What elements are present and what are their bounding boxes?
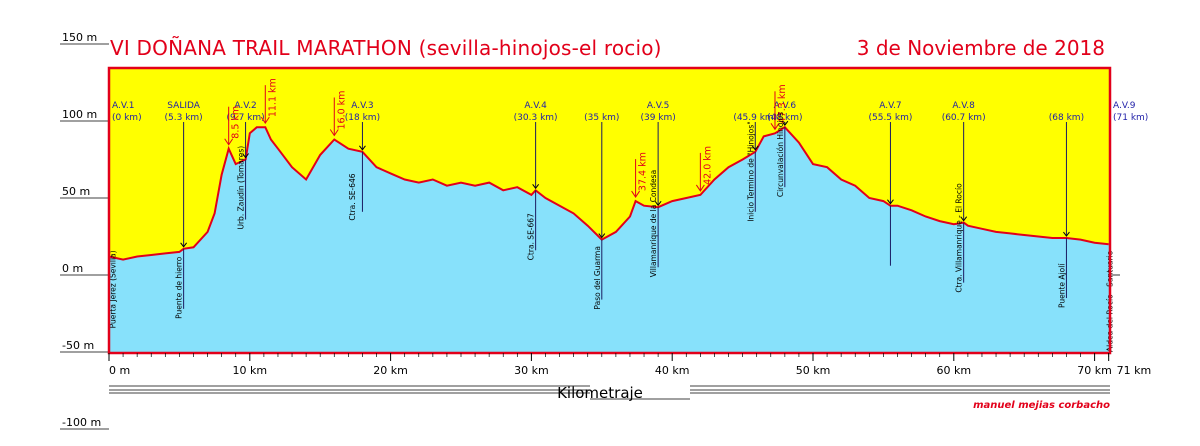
place-label: Paso del Guarma xyxy=(593,246,602,310)
km-marker-arrow xyxy=(224,138,234,146)
place-label: Puente de hierro xyxy=(175,256,184,319)
km-marker-label: 37.4 km xyxy=(638,152,649,191)
km-marker-arrow xyxy=(260,116,270,125)
aid-station-arrow xyxy=(1063,231,1070,237)
place-label: Ctra. Villamanrique - El Rocío xyxy=(955,183,964,293)
aid-station-km: (55.5 km) xyxy=(868,113,912,123)
aid-station-km: (39 km) xyxy=(640,113,675,123)
ground-area xyxy=(109,127,1110,353)
aid-station-arrow xyxy=(960,216,968,222)
aid-station-km: (30.3 km) xyxy=(514,113,558,123)
place-label: Villamanrique de la Condesa xyxy=(649,170,658,277)
aid-station-km: (60.7 km) xyxy=(942,113,986,123)
aid-station-name: SALIDA xyxy=(167,101,200,111)
x-tick-label: 50 km xyxy=(796,364,831,377)
place-label: Urb. Zaudín (Tomares) xyxy=(237,146,246,230)
x-axis-label: Kilometraje xyxy=(557,384,643,402)
aid-station-km: (71 km) xyxy=(1113,113,1148,123)
y-tick-label: 50 m xyxy=(62,185,90,198)
aid-station-arrow xyxy=(180,242,188,248)
page-title: VI DOÑANA TRAIL MARATHON (sevilla-hinojo… xyxy=(110,36,662,60)
x-tick-label: 30 km xyxy=(514,364,549,377)
place-label: Puerta Jérez (Sevilla) xyxy=(108,250,117,328)
aid-station-name: A.V.2 xyxy=(234,101,256,111)
aid-station-km: (68 km) xyxy=(1049,113,1084,123)
aid-station-km: (45.9 km) xyxy=(733,113,777,123)
aid-station-km: (18 km) xyxy=(345,113,380,123)
km-marker-arrow xyxy=(770,123,780,131)
place-label: Ctra. SE-667 xyxy=(527,213,536,260)
x-tick-label: 10 km xyxy=(233,364,268,377)
x-tick-label: 0 m xyxy=(109,364,130,377)
aid-station-name: A.V.9 xyxy=(1113,101,1136,111)
aid-station-name: A.V.6 xyxy=(774,101,797,111)
aid-station-name: A.V.7 xyxy=(879,101,901,111)
km-marker-label: 11.1 km xyxy=(267,78,278,117)
aid-station-arrow xyxy=(654,200,662,207)
elevation-line xyxy=(108,125,1109,261)
chart-frame xyxy=(107,66,1112,355)
aid-station-arrow xyxy=(359,145,366,151)
aid-station-arrow xyxy=(887,199,894,205)
race-date: 3 de Noviembre de 2018 xyxy=(856,36,1105,60)
aid-station-arrow xyxy=(532,184,540,190)
y-tick-label: -50 m xyxy=(62,339,94,352)
aid-station-name: A.V.1 xyxy=(112,101,134,111)
aid-station-name: A.V.3 xyxy=(351,101,373,111)
aid-station-km: (5.3 km) xyxy=(165,113,203,123)
aid-station-name: A.V.8 xyxy=(952,101,975,111)
aid-station-name: A.V.5 xyxy=(647,101,669,111)
km-marker-label: 47.3 km xyxy=(777,84,788,123)
x-tick-label: 70 km xyxy=(1077,364,1112,377)
place-label: Circunvalación Hinojos xyxy=(776,112,785,197)
x-tick-label: 60 km xyxy=(937,364,972,377)
km-marker-arrow xyxy=(631,190,641,198)
aid-station-km: (9.7 km) xyxy=(226,113,264,123)
place-label: Inicio Termino de "Hinojos" xyxy=(746,121,755,222)
aid-station-arrow xyxy=(242,153,249,159)
author-credit: manuel mejias corbacho xyxy=(973,400,1110,411)
aid-station-name: A.V.4 xyxy=(524,101,547,111)
aid-station-arrow xyxy=(751,145,759,151)
y-tick-label: 150 m xyxy=(62,31,97,44)
aid-station-km: (48 km) xyxy=(767,113,802,123)
y-tick-label: 100 m xyxy=(62,108,97,121)
km-marker-arrow xyxy=(329,129,339,137)
place-label: Puente Ajolí xyxy=(1057,263,1066,308)
aid-station-km: (0 km) xyxy=(112,113,142,123)
x-tick-label: 71 km xyxy=(1117,364,1152,377)
y-tick-label: -100 m xyxy=(62,416,101,429)
aid-station-arrow xyxy=(598,233,606,239)
aid-station-km: (35 km) xyxy=(584,113,619,123)
km-marker-arrow xyxy=(695,184,705,192)
aid-station-arrow xyxy=(781,120,789,126)
km-marker-label: 42.0 km xyxy=(702,146,713,185)
x-tick-label: 40 km xyxy=(655,364,690,377)
x-tick-label: 20 km xyxy=(373,364,408,377)
km-marker-label: 16.0 km xyxy=(336,91,347,130)
km-marker-label: 8.5 km xyxy=(231,106,242,139)
place-label: Ctra. SE-646 xyxy=(348,173,357,220)
y-tick-label: 0 m xyxy=(62,262,83,275)
